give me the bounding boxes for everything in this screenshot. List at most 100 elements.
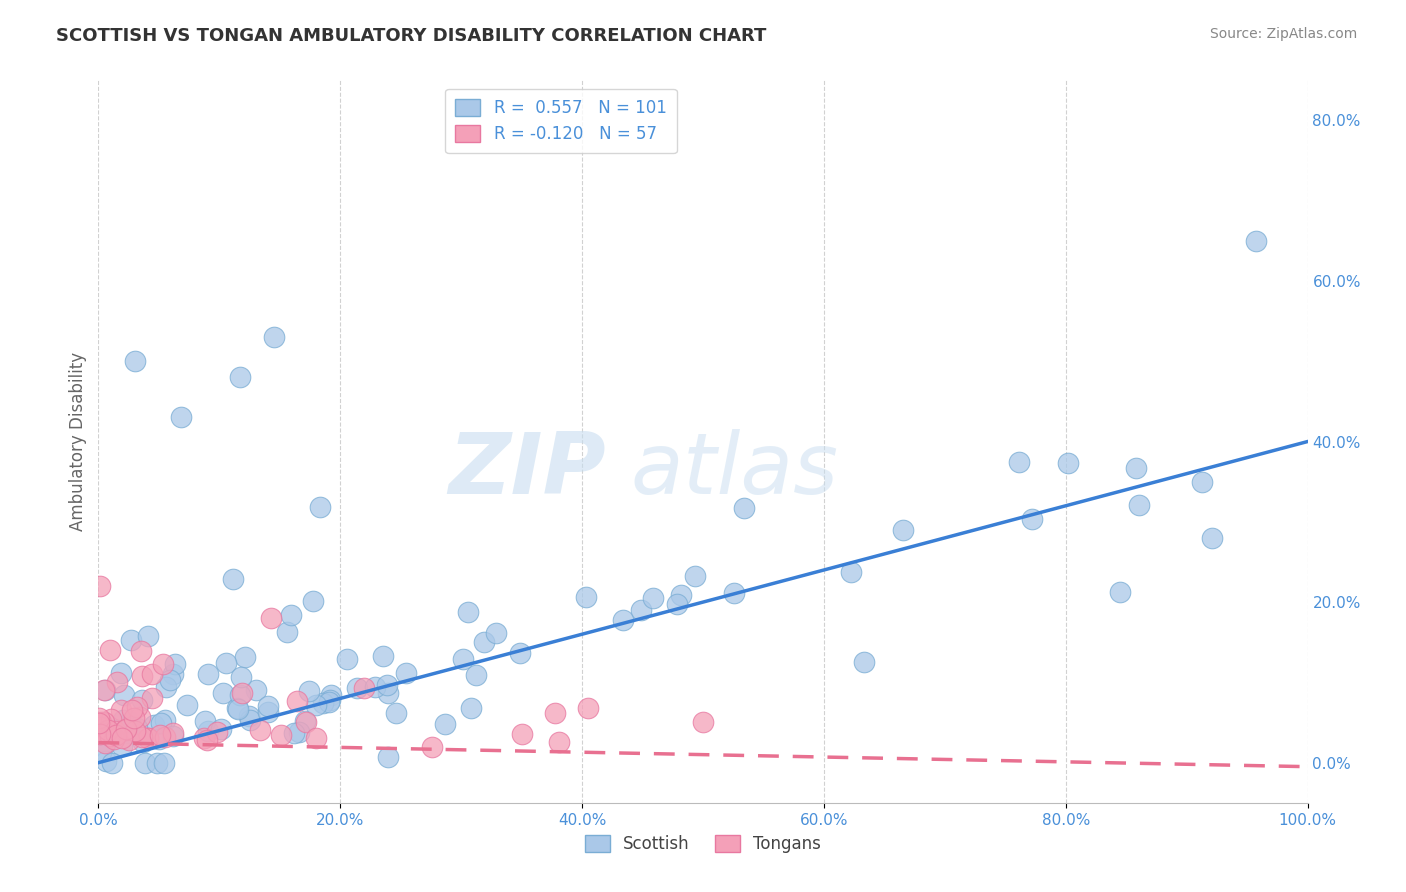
Point bbox=[148, 732, 170, 747]
Point bbox=[309, 500, 332, 515]
Point bbox=[465, 668, 488, 682]
Point bbox=[263, 330, 285, 344]
Point bbox=[336, 652, 359, 666]
Point bbox=[420, 739, 443, 754]
Point bbox=[371, 649, 394, 664]
Point bbox=[93, 682, 115, 697]
Point bbox=[285, 694, 308, 708]
Point bbox=[852, 655, 875, 669]
Point bbox=[319, 692, 342, 706]
Point bbox=[87, 715, 110, 730]
Point bbox=[733, 501, 755, 516]
Point bbox=[353, 681, 375, 695]
Legend: Scottish, Tongans: Scottish, Tongans bbox=[578, 828, 828, 860]
Point bbox=[94, 736, 117, 750]
Point bbox=[98, 643, 121, 657]
Point bbox=[319, 689, 342, 703]
Point bbox=[249, 723, 271, 738]
Point bbox=[891, 523, 914, 537]
Point bbox=[112, 688, 135, 702]
Point bbox=[103, 731, 125, 746]
Point bbox=[260, 611, 283, 625]
Point bbox=[683, 569, 706, 583]
Point bbox=[100, 712, 122, 726]
Point bbox=[98, 729, 121, 743]
Point bbox=[510, 727, 533, 741]
Point bbox=[294, 714, 316, 728]
Point bbox=[110, 665, 132, 680]
Text: SCOTTISH VS TONGAN AMBULATORY DISABILITY CORRELATION CHART: SCOTTISH VS TONGAN AMBULATORY DISABILITY… bbox=[56, 27, 766, 45]
Point bbox=[346, 681, 368, 696]
Point bbox=[692, 715, 714, 730]
Point bbox=[484, 626, 506, 640]
Point bbox=[839, 565, 862, 579]
Point bbox=[141, 666, 163, 681]
Point bbox=[509, 646, 531, 660]
Point bbox=[238, 708, 260, 723]
Point bbox=[114, 723, 136, 738]
Point bbox=[94, 683, 117, 698]
Point bbox=[165, 657, 187, 672]
Point bbox=[193, 731, 215, 746]
Point bbox=[221, 572, 243, 586]
Point bbox=[143, 718, 166, 732]
Point bbox=[231, 686, 253, 700]
Point bbox=[375, 678, 398, 692]
Point bbox=[94, 736, 117, 750]
Point bbox=[105, 727, 128, 741]
Point bbox=[176, 698, 198, 712]
Point bbox=[125, 699, 148, 714]
Point bbox=[194, 714, 217, 729]
Point bbox=[197, 667, 219, 681]
Point bbox=[197, 724, 219, 739]
Point bbox=[288, 724, 311, 739]
Point bbox=[131, 730, 153, 744]
Point bbox=[472, 635, 495, 649]
Point bbox=[231, 670, 253, 684]
Point bbox=[434, 717, 457, 731]
Point bbox=[209, 722, 232, 736]
Point bbox=[544, 706, 567, 720]
Text: atlas: atlas bbox=[630, 429, 838, 512]
Point bbox=[1057, 456, 1080, 470]
Point bbox=[1191, 475, 1213, 490]
Point bbox=[129, 644, 152, 658]
Point bbox=[131, 693, 153, 707]
Point bbox=[129, 710, 152, 724]
Point bbox=[118, 715, 141, 730]
Point bbox=[305, 698, 328, 713]
Point bbox=[1201, 531, 1223, 545]
Point bbox=[127, 721, 149, 735]
Point bbox=[118, 733, 141, 747]
Point bbox=[641, 591, 664, 605]
Point bbox=[280, 607, 302, 622]
Point bbox=[385, 706, 408, 721]
Point bbox=[311, 696, 333, 710]
Point bbox=[1125, 461, 1147, 475]
Point bbox=[94, 754, 117, 768]
Point bbox=[723, 586, 745, 600]
Point bbox=[97, 723, 120, 737]
Point bbox=[104, 723, 127, 738]
Point bbox=[105, 675, 128, 690]
Point bbox=[90, 720, 112, 734]
Point bbox=[89, 579, 111, 593]
Point bbox=[118, 725, 141, 739]
Point bbox=[124, 354, 146, 368]
Point bbox=[276, 624, 298, 639]
Point bbox=[124, 724, 146, 739]
Point bbox=[111, 731, 134, 745]
Point bbox=[226, 700, 249, 714]
Point bbox=[257, 705, 280, 719]
Point bbox=[298, 684, 321, 698]
Point bbox=[294, 714, 316, 729]
Point bbox=[207, 724, 229, 739]
Point bbox=[145, 756, 167, 770]
Point bbox=[305, 731, 328, 746]
Point bbox=[136, 731, 159, 746]
Point bbox=[575, 590, 598, 604]
Point bbox=[111, 714, 134, 728]
Point bbox=[155, 681, 177, 695]
Point bbox=[93, 714, 115, 729]
Point bbox=[214, 656, 236, 670]
